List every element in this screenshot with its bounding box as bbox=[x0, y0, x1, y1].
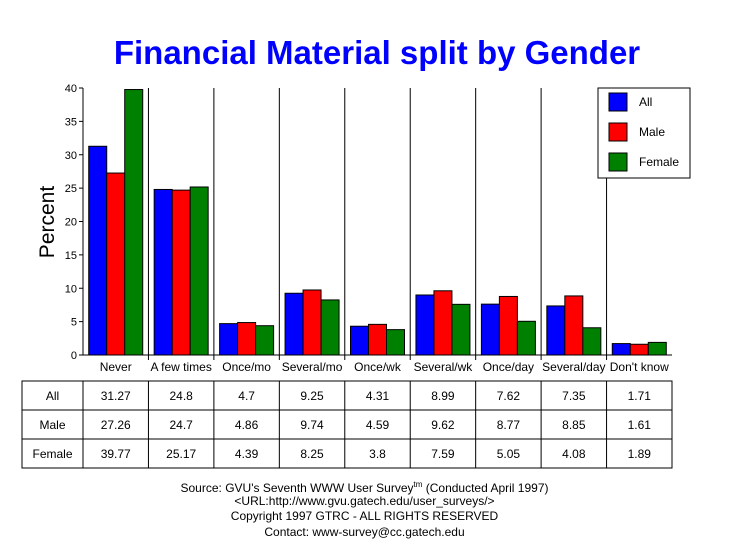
legend-label: All bbox=[639, 95, 652, 109]
bar-female bbox=[255, 325, 275, 356]
y-tick-label: 15 bbox=[65, 250, 77, 262]
legend-label: Male bbox=[639, 125, 665, 139]
table-cell: 8.85 bbox=[562, 418, 586, 432]
table-cell: 31.27 bbox=[101, 389, 131, 403]
table-row-label: Male bbox=[39, 418, 65, 432]
table-cell: 7.35 bbox=[562, 389, 586, 403]
source-line: Source: GVU's Seventh WWW User Surveytm … bbox=[0, 480, 729, 495]
bar-male bbox=[564, 295, 584, 356]
table-cell: 7.59 bbox=[431, 447, 455, 461]
data-table-border bbox=[21, 380, 673, 469]
bar-female bbox=[189, 186, 209, 356]
bar-female bbox=[320, 299, 340, 356]
bar-all bbox=[546, 305, 566, 356]
bar-female bbox=[582, 327, 602, 356]
source-suffix: (Conducted April 1997) bbox=[422, 481, 549, 495]
x-tick-label: Several/day bbox=[542, 360, 605, 374]
table-cell: 1.61 bbox=[628, 418, 652, 432]
survey-url: <URL:http://www.gvu.gatech.edu/user_surv… bbox=[234, 494, 495, 508]
bar-all bbox=[480, 303, 500, 356]
table-cell: 4.59 bbox=[366, 418, 390, 432]
x-tick-label: Once/mo bbox=[222, 360, 271, 374]
table-cell: 4.7 bbox=[238, 389, 255, 403]
tm-mark: tm bbox=[413, 480, 423, 489]
y-tick-label: 10 bbox=[65, 283, 77, 295]
bar-all bbox=[415, 294, 435, 356]
x-tick-label: Don't know bbox=[610, 360, 669, 374]
x-tick-label: Never bbox=[100, 360, 132, 374]
table-cell: 25.17 bbox=[166, 447, 196, 461]
chart-title: Financial Material split by Gender bbox=[114, 34, 640, 71]
bar-all bbox=[611, 343, 631, 356]
table-cell: 4.39 bbox=[235, 447, 259, 461]
table-cell: 24.7 bbox=[169, 418, 193, 432]
bar-all bbox=[284, 292, 304, 356]
bar-male bbox=[498, 295, 518, 356]
table-cell: 8.77 bbox=[497, 418, 521, 432]
table-cell: 4.86 bbox=[235, 418, 259, 432]
x-tick-label: Once/day bbox=[483, 360, 534, 374]
table-cell: 8.25 bbox=[300, 447, 324, 461]
bar-female bbox=[451, 303, 471, 356]
table-cell: 1.89 bbox=[628, 447, 652, 461]
legend-swatch-all bbox=[608, 92, 628, 112]
bar-male bbox=[302, 289, 322, 356]
bar-male bbox=[237, 322, 257, 356]
table-row-label: Female bbox=[32, 447, 72, 461]
table-cell: 7.62 bbox=[497, 389, 521, 403]
bar-male bbox=[106, 172, 126, 356]
table-cell: 39.77 bbox=[101, 447, 131, 461]
table-cell: 9.62 bbox=[431, 418, 455, 432]
bar-male bbox=[629, 343, 649, 356]
x-tick-label: Several/mo bbox=[282, 360, 343, 374]
bar-male bbox=[368, 323, 387, 356]
bar-female bbox=[516, 320, 536, 356]
bar-all bbox=[219, 323, 239, 356]
bar-female bbox=[386, 329, 405, 356]
copyright: Copyright 1997 GTRC - ALL RIGHTS RESERVE… bbox=[230, 509, 499, 523]
table-cell: 5.05 bbox=[497, 447, 521, 461]
bar-chart: Financial Material split by Gender Perce… bbox=[21, 34, 691, 469]
y-axis-label: Percent bbox=[36, 186, 59, 259]
bar-all bbox=[350, 325, 369, 356]
bar-female bbox=[647, 341, 667, 356]
bar-all bbox=[88, 145, 108, 356]
x-tick-label: Once/wk bbox=[354, 360, 402, 374]
table-cell: 24.8 bbox=[169, 389, 193, 403]
y-tick-label: 40 bbox=[65, 83, 77, 95]
table-cell: 9.74 bbox=[300, 418, 324, 432]
x-tick-label: A few times bbox=[150, 360, 211, 374]
table-cell: 4.31 bbox=[366, 389, 390, 403]
table-cell: 4.08 bbox=[562, 447, 586, 461]
bar-all bbox=[153, 188, 173, 356]
source-prefix: Source: GVU's Seventh WWW User Survey bbox=[180, 481, 414, 495]
y-tick-label: 0 bbox=[71, 350, 77, 362]
y-tick-label: 35 bbox=[65, 116, 77, 128]
y-tick-label: 25 bbox=[65, 183, 77, 195]
legend-label: Female bbox=[639, 155, 679, 169]
table-row-label: All bbox=[46, 389, 59, 403]
y-tick-label: 30 bbox=[65, 150, 77, 162]
y-tick-label: 20 bbox=[65, 217, 77, 229]
legend-swatch-female bbox=[608, 152, 628, 172]
bar-male bbox=[433, 290, 453, 356]
x-tick-label: Several/wk bbox=[414, 360, 474, 374]
table-cell: 1.71 bbox=[628, 389, 652, 403]
legend-swatch-male bbox=[608, 122, 628, 142]
table-cell: 9.25 bbox=[300, 389, 324, 403]
bar-female bbox=[124, 89, 144, 356]
table-cell: 3.8 bbox=[369, 447, 386, 461]
bar-male bbox=[171, 189, 191, 356]
y-tick-label: 5 bbox=[71, 317, 77, 329]
table-cell: 27.26 bbox=[101, 418, 131, 432]
contact: Contact: www-survey@cc.gatech.edu bbox=[264, 525, 465, 539]
table-cell: 8.99 bbox=[431, 389, 455, 403]
